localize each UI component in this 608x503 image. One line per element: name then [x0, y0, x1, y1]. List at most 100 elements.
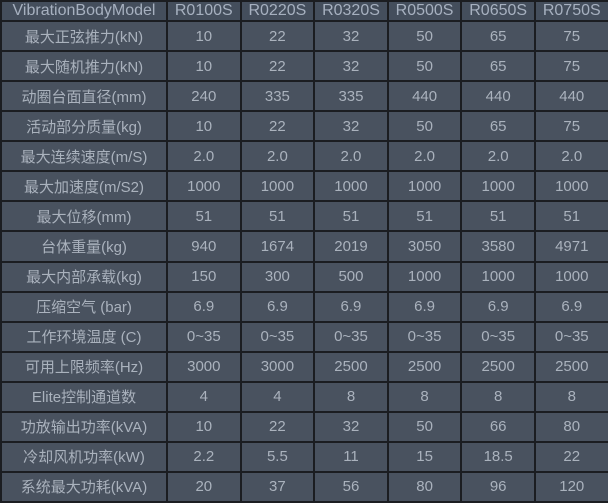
header-row: VibrationBodyModel R0100S R0220S R0320S … — [0, 0, 608, 22]
cell-value: 65 — [460, 110, 536, 143]
cell-value: 3000 — [239, 350, 316, 383]
cell-value: 8 — [313, 380, 389, 413]
cell-value: 440 — [386, 80, 463, 113]
cell-value: 20 — [166, 470, 242, 503]
cell-value: 50 — [386, 410, 463, 443]
table-row: 最大内部承载(kg) 150 300 500 1000 1000 1000 — [0, 260, 608, 293]
row-label: 可用上限频率(Hz) — [0, 350, 168, 383]
header-model-r0650s: R0650S — [460, 0, 536, 22]
cell-value: 51 — [460, 200, 536, 233]
cell-value: 75 — [533, 110, 608, 143]
cell-value: 10 — [166, 19, 242, 53]
table-row: 最大正弦推力(kN) 10 22 32 50 65 75 — [0, 19, 608, 53]
cell-value: 65 — [460, 50, 536, 83]
header-model-r0320s: R0320S — [313, 0, 389, 22]
cell-value: 940 — [166, 230, 242, 263]
cell-value: 22 — [533, 440, 608, 473]
header-model-r0100s: R0100S — [166, 0, 242, 22]
cell-value: 75 — [533, 19, 608, 53]
cell-value: 32 — [313, 110, 389, 143]
cell-value: 50 — [386, 50, 463, 83]
cell-value: 240 — [166, 80, 242, 113]
cell-value: 51 — [386, 200, 463, 233]
table-row: 可用上限频率(Hz) 3000 3000 2500 2500 2500 2500 — [0, 350, 608, 383]
table-row: 最大加速度(m/S2) 1000 1000 1000 1000 1000 1000 — [0, 170, 608, 203]
cell-value: 80 — [386, 470, 463, 503]
table-row: 系统最大功耗(kVA) 20 37 56 80 96 120 — [0, 470, 608, 503]
cell-value: 8 — [460, 380, 536, 413]
cell-value: 66 — [460, 410, 536, 443]
row-label: 最大内部承载(kg) — [0, 260, 168, 293]
cell-value: 51 — [533, 200, 608, 233]
row-label: 活动部分质量(kg) — [0, 110, 168, 143]
cell-value: 0~35 — [166, 320, 242, 353]
cell-value: 4 — [239, 380, 316, 413]
cell-value: 0~35 — [386, 320, 463, 353]
cell-value: 3050 — [386, 230, 463, 263]
cell-value: 22 — [239, 110, 316, 143]
cell-value: 3580 — [460, 230, 536, 263]
cell-value: 1000 — [460, 260, 536, 293]
cell-value: 10 — [166, 50, 242, 83]
cell-value: 51 — [239, 200, 316, 233]
cell-value: 22 — [239, 410, 316, 443]
cell-value: 50 — [386, 19, 463, 53]
cell-value: 2500 — [313, 350, 389, 383]
cell-value: 120 — [533, 470, 608, 503]
row-label: 最大位移(mm) — [0, 200, 168, 233]
table-row: 最大随机推力(kN) 10 22 32 50 65 75 — [0, 50, 608, 83]
cell-value: 440 — [460, 80, 536, 113]
cell-value: 2500 — [460, 350, 536, 383]
cell-value: 65 — [460, 19, 536, 53]
cell-value: 2.0 — [313, 140, 389, 173]
cell-value: 6.9 — [313, 290, 389, 323]
cell-value: 2.0 — [533, 140, 608, 173]
cell-value: 6.9 — [386, 290, 463, 323]
header-model-r0500s: R0500S — [386, 0, 463, 22]
cell-value: 2019 — [313, 230, 389, 263]
cell-value: 150 — [166, 260, 242, 293]
cell-value: 335 — [313, 80, 389, 113]
cell-value: 37 — [239, 470, 316, 503]
cell-value: 6.9 — [533, 290, 608, 323]
header-spec-label: VibrationBodyModel — [0, 0, 168, 22]
table-row: 冷却风机功率(kW) 2.2 5.5 11 15 18.5 22 — [0, 440, 608, 473]
row-label: 动圈台面直径(mm) — [0, 80, 168, 113]
cell-value: 2.0 — [460, 140, 536, 173]
cell-value: 0~35 — [313, 320, 389, 353]
cell-value: 32 — [313, 50, 389, 83]
cell-value: 6.9 — [239, 290, 316, 323]
cell-value: 56 — [313, 470, 389, 503]
cell-value: 1000 — [386, 260, 463, 293]
cell-value: 1000 — [166, 170, 242, 203]
table-row: 工作环境温度 (C) 0~35 0~35 0~35 0~35 0~35 0~35 — [0, 320, 608, 353]
cell-value: 15 — [386, 440, 463, 473]
cell-value: 50 — [386, 110, 463, 143]
table-row: Elite控制通道数 4 4 8 8 8 8 — [0, 380, 608, 413]
cell-value: 1000 — [313, 170, 389, 203]
row-label: 功放输出功率(kVA) — [0, 410, 168, 443]
cell-value: 32 — [313, 410, 389, 443]
table-row: 最大位移(mm) 51 51 51 51 51 51 — [0, 200, 608, 233]
row-label: 最大正弦推力(kN) — [0, 19, 168, 53]
cell-value: 500 — [313, 260, 389, 293]
cell-value: 1674 — [239, 230, 316, 263]
cell-value: 2.0 — [166, 140, 242, 173]
row-label: 压缩空气 (bar) — [0, 290, 168, 323]
cell-value: 335 — [239, 80, 316, 113]
row-label: 最大连续速度(m/S) — [0, 140, 168, 173]
table-row: 最大连续速度(m/S) 2.0 2.0 2.0 2.0 2.0 2.0 — [0, 140, 608, 173]
row-label: 最大加速度(m/S2) — [0, 170, 168, 203]
cell-value: 4971 — [533, 230, 608, 263]
cell-value: 80 — [533, 410, 608, 443]
cell-value: 10 — [166, 410, 242, 443]
cell-value: 51 — [313, 200, 389, 233]
cell-value: 2500 — [386, 350, 463, 383]
cell-value: 11 — [313, 440, 389, 473]
table-row: 功放输出功率(kVA) 10 22 32 50 66 80 — [0, 410, 608, 443]
cell-value: 6.9 — [166, 290, 242, 323]
cell-value: 22 — [239, 19, 316, 53]
cell-value: 1000 — [533, 260, 608, 293]
cell-value: 2.0 — [386, 140, 463, 173]
cell-value: 2.2 — [166, 440, 242, 473]
